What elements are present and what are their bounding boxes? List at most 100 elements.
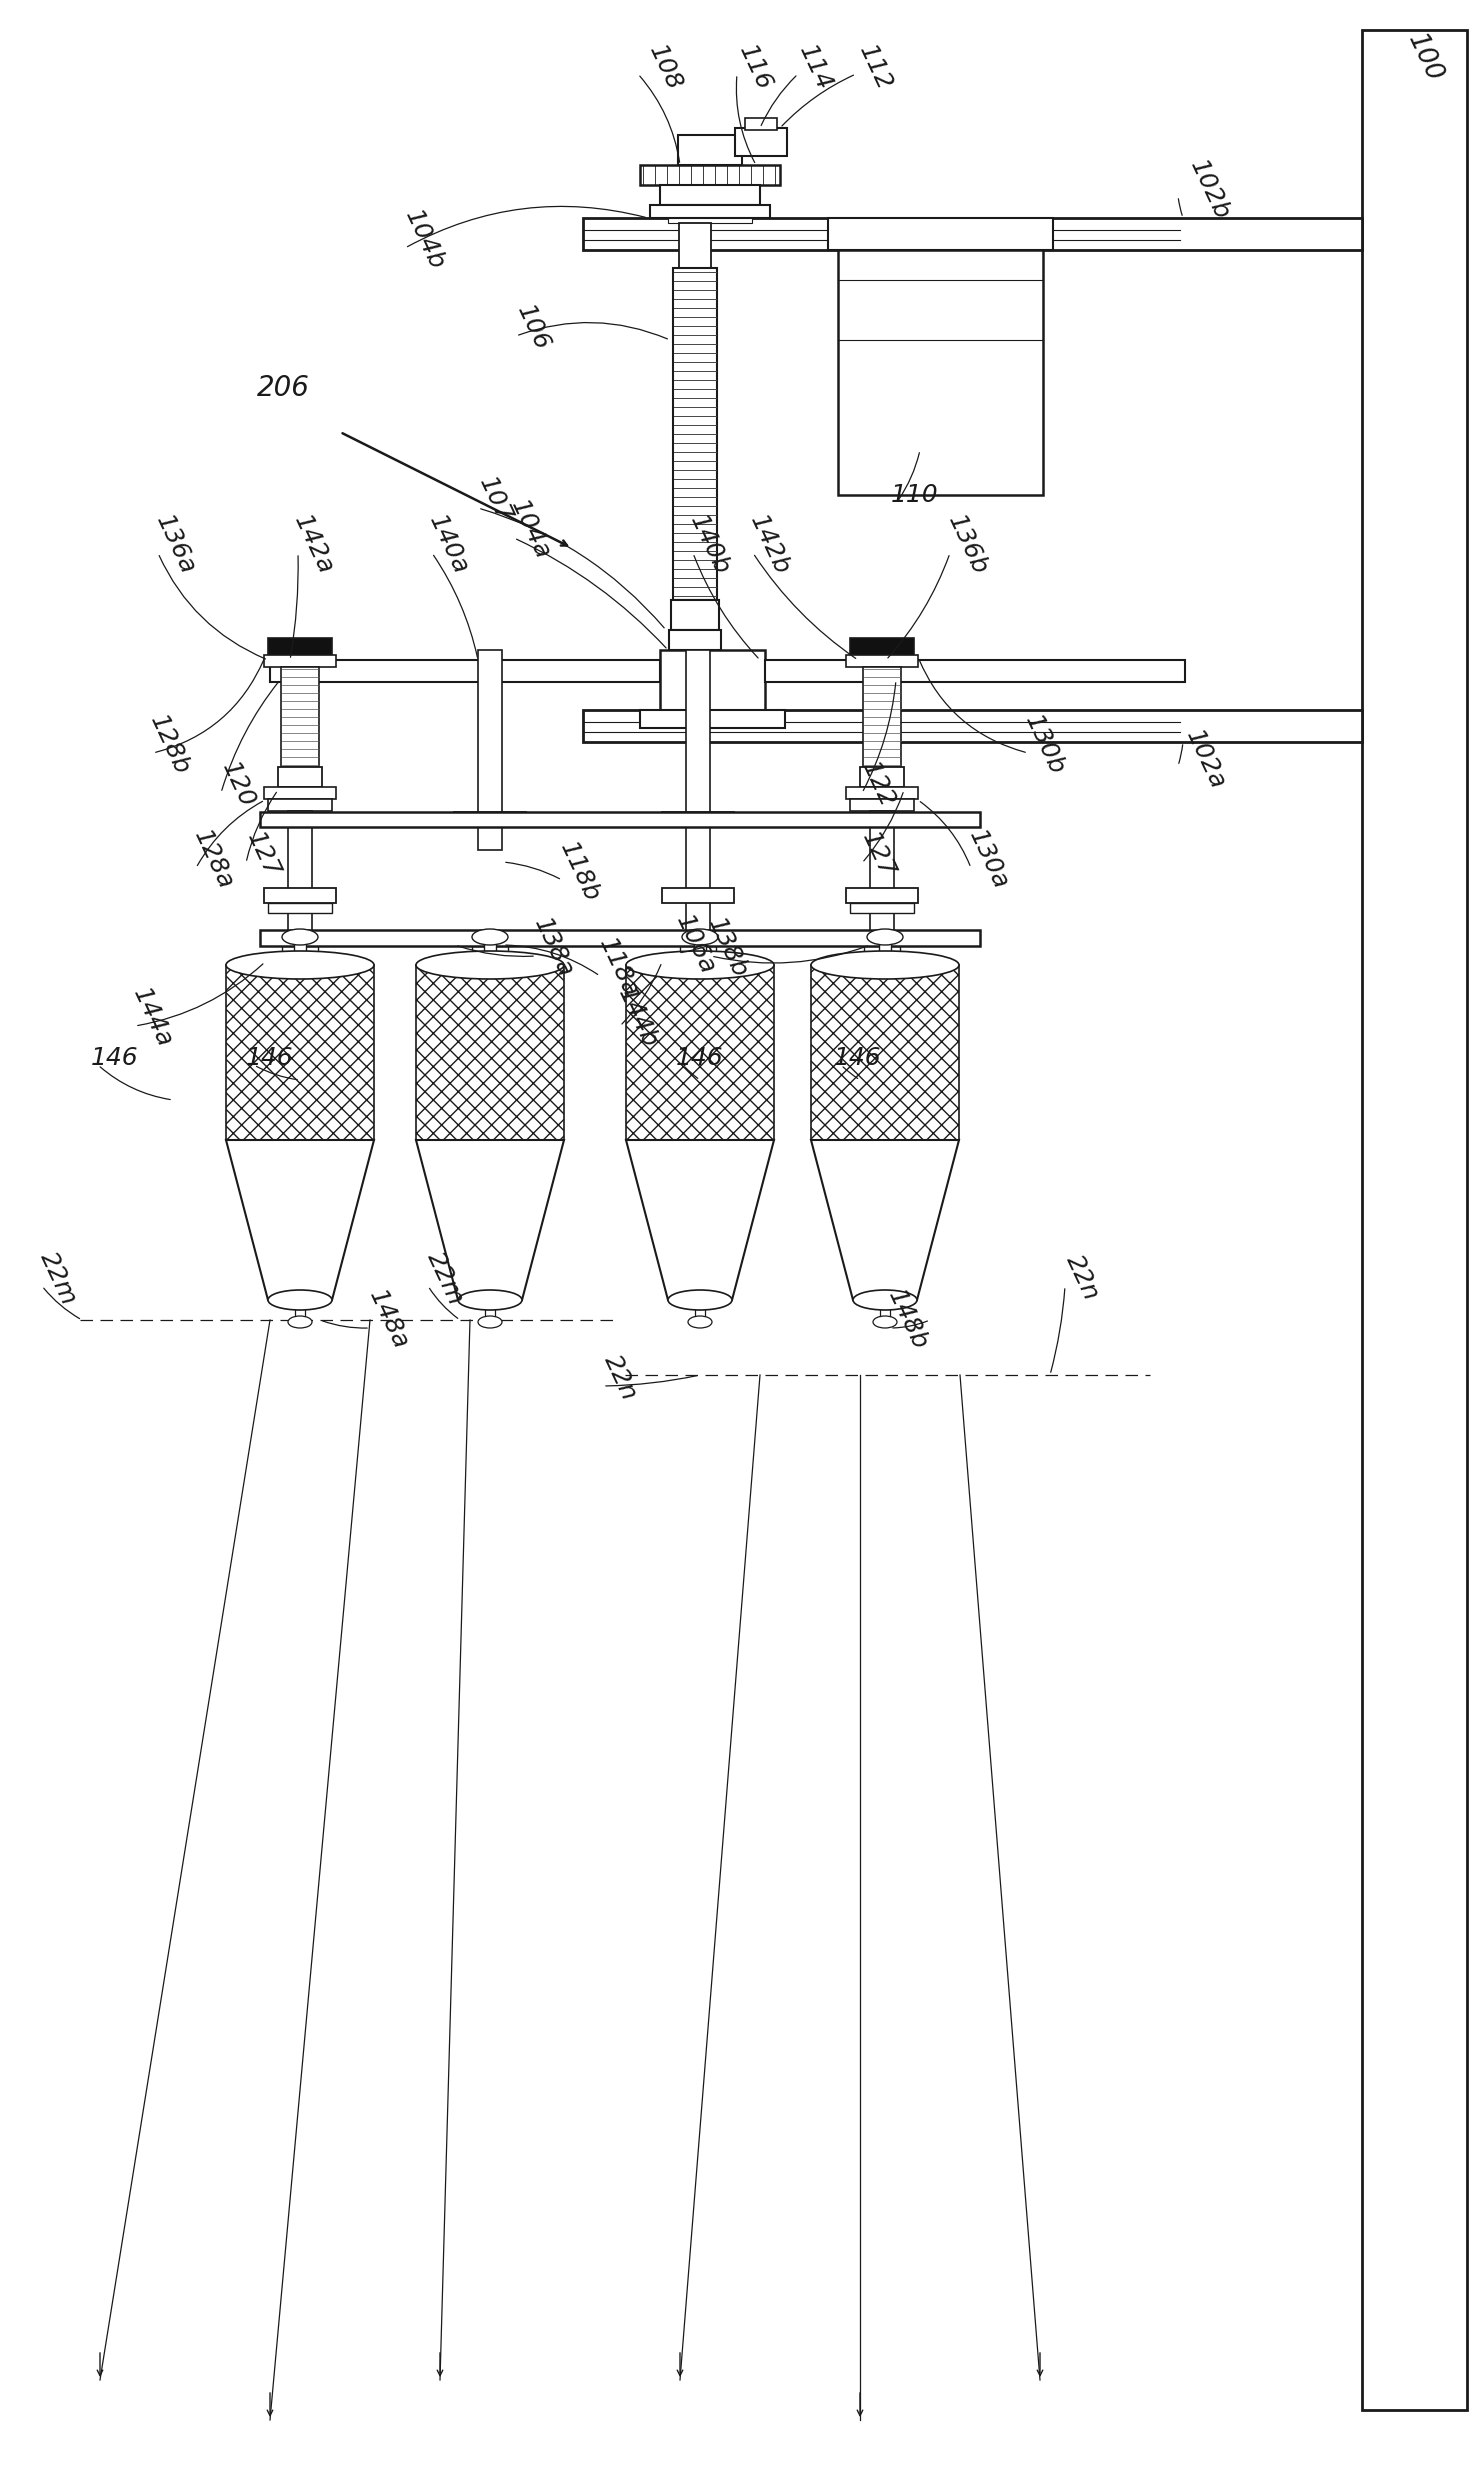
Bar — [662, 931, 734, 946]
Ellipse shape — [282, 928, 319, 946]
Bar — [268, 931, 332, 946]
Bar — [828, 218, 1054, 250]
Text: 22m: 22m — [422, 1248, 468, 1307]
Text: 138a: 138a — [529, 914, 576, 980]
Bar — [765, 661, 1186, 681]
Bar — [268, 639, 332, 661]
Polygon shape — [811, 1139, 959, 1300]
Bar — [860, 768, 904, 787]
Text: 140b: 140b — [686, 510, 734, 579]
Bar — [811, 966, 959, 1139]
Bar — [471, 946, 508, 963]
Bar — [694, 936, 705, 966]
Text: 146: 146 — [676, 1045, 723, 1070]
Ellipse shape — [268, 1290, 332, 1310]
Bar — [677, 136, 742, 166]
Ellipse shape — [688, 1317, 711, 1327]
Ellipse shape — [867, 928, 903, 946]
Ellipse shape — [458, 1290, 522, 1310]
Bar — [671, 599, 719, 629]
Bar — [659, 186, 760, 206]
Text: 146: 146 — [92, 1045, 139, 1070]
Bar — [225, 966, 373, 1139]
Bar — [268, 904, 332, 914]
Bar — [846, 787, 917, 800]
Bar — [745, 119, 777, 131]
Ellipse shape — [416, 951, 565, 978]
Bar — [582, 711, 1362, 743]
Text: 102a: 102a — [1181, 725, 1229, 795]
Bar — [479, 651, 502, 849]
Bar — [264, 787, 336, 800]
Bar — [453, 812, 526, 827]
Bar — [870, 812, 894, 941]
Text: 112: 112 — [854, 42, 897, 94]
Ellipse shape — [873, 1317, 897, 1327]
Bar — [416, 966, 565, 1139]
Text: 142a: 142a — [289, 513, 338, 579]
Text: 130b: 130b — [1021, 711, 1070, 780]
Text: 102b: 102b — [1186, 156, 1235, 223]
Ellipse shape — [225, 951, 373, 978]
Ellipse shape — [854, 1290, 917, 1310]
Bar — [851, 931, 914, 946]
Bar — [640, 711, 785, 728]
Text: 106a: 106a — [671, 911, 719, 978]
Polygon shape — [416, 1139, 565, 1300]
Text: 100: 100 — [1402, 30, 1448, 87]
Bar — [295, 1300, 305, 1322]
Bar — [640, 166, 780, 186]
Bar — [293, 936, 305, 966]
Bar — [864, 946, 900, 963]
Ellipse shape — [288, 1317, 313, 1327]
Text: 104b: 104b — [400, 206, 449, 275]
Text: 118a: 118a — [594, 933, 642, 1003]
Bar — [485, 1300, 495, 1322]
Ellipse shape — [682, 928, 717, 946]
Text: 104a: 104a — [505, 495, 554, 565]
Bar — [668, 629, 722, 651]
Text: 206: 206 — [256, 374, 310, 401]
Bar — [279, 768, 322, 787]
Text: 127: 127 — [857, 829, 900, 881]
Bar — [863, 666, 901, 768]
Bar — [288, 812, 313, 941]
Bar — [582, 218, 1362, 250]
Bar — [837, 250, 1043, 495]
Text: 128b: 128b — [145, 711, 194, 780]
Bar — [879, 936, 891, 966]
Text: 127: 127 — [242, 829, 285, 881]
Text: 130a: 130a — [963, 827, 1012, 894]
Bar — [695, 1300, 705, 1322]
Bar — [851, 904, 914, 914]
Text: 138b: 138b — [704, 914, 753, 983]
Bar — [453, 931, 526, 946]
Text: 144a: 144a — [127, 985, 176, 1052]
Bar — [846, 889, 917, 904]
Polygon shape — [225, 1139, 373, 1300]
Bar — [846, 656, 917, 666]
Ellipse shape — [811, 951, 959, 978]
Ellipse shape — [479, 1317, 502, 1327]
Bar — [673, 267, 717, 599]
Polygon shape — [625, 1139, 774, 1300]
Text: 22m: 22m — [36, 1248, 80, 1307]
Text: 110: 110 — [891, 483, 938, 508]
Text: 148a: 148a — [363, 1288, 412, 1354]
Bar — [880, 1300, 891, 1322]
Bar — [679, 223, 711, 267]
Bar — [662, 889, 734, 904]
Ellipse shape — [625, 951, 774, 978]
Bar — [625, 966, 774, 1139]
Text: 146: 146 — [834, 1045, 882, 1070]
Bar — [259, 931, 980, 946]
Bar — [851, 800, 914, 812]
Text: 146: 146 — [246, 1045, 293, 1070]
Bar — [659, 651, 765, 711]
Bar — [485, 936, 496, 966]
Ellipse shape — [471, 928, 508, 946]
Bar — [735, 129, 787, 156]
Bar — [851, 639, 914, 661]
Text: 107: 107 — [474, 473, 516, 527]
Text: 114: 114 — [794, 42, 836, 94]
